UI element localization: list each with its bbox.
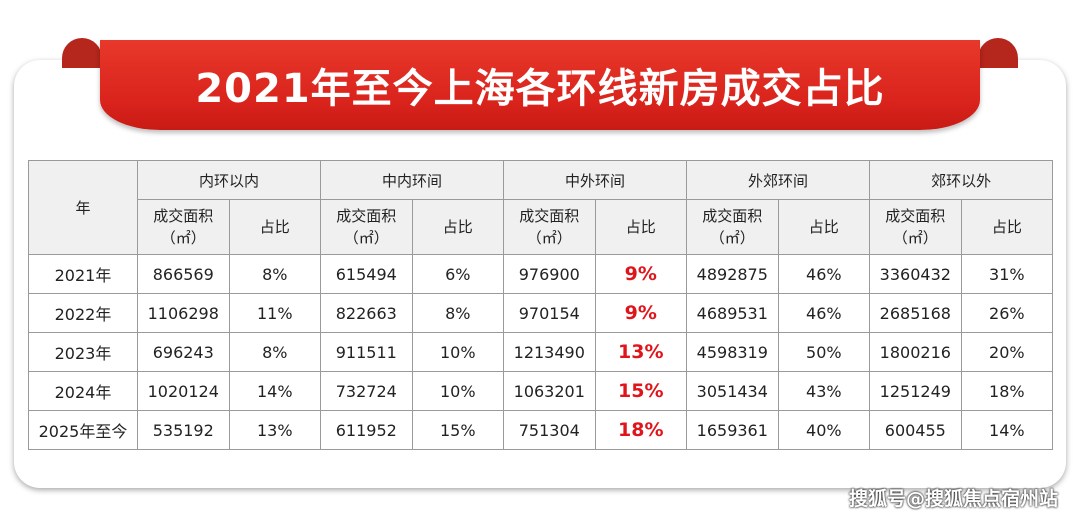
banner-curl-left — [62, 38, 102, 68]
group-header: 外郊环间 — [686, 160, 871, 200]
area-cell: 1251249 — [869, 371, 962, 411]
page-title: 2021年至今上海各环线新房成交占比 — [195, 66, 885, 112]
table-row: 2021年 866569 8% 615494 6% 976900 9% 4892875 46% 3… — [28, 254, 1054, 294]
area-unit: （㎡） — [526, 229, 572, 247]
area-cell: 970154 — [503, 293, 596, 333]
share-cell: 43% — [777, 371, 871, 411]
share-cell: 8% — [228, 254, 322, 294]
share-cell: 18% — [960, 371, 1054, 411]
group-header: 内环以内 — [136, 160, 322, 200]
year-cell: 2023年 — [28, 332, 138, 372]
area-cell: 615494 — [320, 254, 413, 294]
share-cell: 40% — [777, 410, 871, 450]
area-cell: 976900 — [503, 254, 596, 294]
area-cell: 3360432 — [869, 254, 962, 294]
area-cell: 1213490 — [503, 332, 596, 372]
share-cell: 8% — [411, 293, 505, 333]
area-cell: 866569 — [137, 254, 230, 294]
area-label: 成交面积 — [336, 207, 397, 225]
share-cell: 15% — [594, 371, 688, 411]
share-cell: 18% — [594, 410, 688, 450]
area-cell: 3051434 — [686, 371, 779, 411]
group-header: 中内环间 — [320, 160, 505, 200]
area-cell: 600455 — [869, 410, 962, 450]
banner-curl-right — [978, 38, 1018, 68]
share-cell: 6% — [411, 254, 505, 294]
area-cell: 4689531 — [686, 293, 779, 333]
area-label: 成交面积 — [885, 207, 946, 225]
share-cell: 46% — [777, 254, 871, 294]
share-cell: 46% — [777, 293, 871, 333]
share-cell: 20% — [960, 332, 1054, 372]
area-unit: （㎡） — [160, 229, 206, 247]
share-header: 占比 — [228, 199, 322, 255]
area-cell: 4892875 — [686, 254, 779, 294]
share-cell: 8% — [228, 332, 322, 372]
group-header: 郊环以外 — [869, 160, 1054, 200]
area-cell: 1659361 — [686, 410, 779, 450]
share-cell: 9% — [594, 254, 688, 294]
area-cell: 1106298 — [137, 293, 230, 333]
area-header: 成交面积 （㎡） — [320, 199, 413, 255]
area-cell: 822663 — [320, 293, 413, 333]
share-cell: 10% — [411, 332, 505, 372]
table-row: 2022年 1106298 11% 822663 8% 970154 9% 4689531 46… — [28, 293, 1054, 333]
ring-road-sales-table: 年内环以内 中内环间 中外环间 外郊环间 郊环以外 成交面积 （㎡） 占比 成交面积 （㎡） 占比成… — [28, 160, 1054, 450]
area-cell: 535192 — [137, 410, 230, 450]
area-cell: 1063201 — [503, 371, 596, 411]
table-row: 2024年 1020124 14% 732724 10% 1063201 15% 305143… — [28, 371, 1054, 411]
share-cell: 14% — [228, 371, 322, 411]
year-cell: 2024年 — [28, 371, 138, 411]
year-header: 年 — [28, 160, 138, 255]
area-cell: 1800216 — [869, 332, 962, 372]
share-cell: 14% — [960, 410, 1054, 450]
table-row: 2025年至今 535192 13% 611952 15% 751304 18% 165936… — [28, 410, 1054, 450]
share-cell: 11% — [228, 293, 322, 333]
area-header: 成交面积 （㎡） — [686, 199, 779, 255]
title-banner: 2021年至今上海各环线新房成交占比 — [100, 40, 980, 130]
share-cell: 10% — [411, 371, 505, 411]
area-cell: 4598319 — [686, 332, 779, 372]
area-label: 成交面积 — [519, 207, 580, 225]
area-unit: （㎡） — [709, 229, 755, 247]
year-cell: 2022年 — [28, 293, 138, 333]
area-label: 成交面积 — [153, 207, 214, 225]
share-header: 占比 — [777, 199, 871, 255]
share-cell: 50% — [777, 332, 871, 372]
area-header: 成交面积 （㎡） — [137, 199, 230, 255]
area-cell: 751304 — [503, 410, 596, 450]
share-cell: 31% — [960, 254, 1054, 294]
area-header: 成交面积 （㎡） — [869, 199, 962, 255]
share-header: 占比 — [960, 199, 1054, 255]
share-cell: 13% — [228, 410, 322, 450]
year-cell: 2025年至今 — [28, 410, 138, 450]
share-cell: 9% — [594, 293, 688, 333]
area-unit: （㎡） — [892, 229, 938, 247]
group-header: 中外环间 — [503, 160, 688, 200]
share-header: 占比 — [594, 199, 688, 255]
year-cell: 2021年 — [28, 254, 138, 294]
area-cell: 1020124 — [137, 371, 230, 411]
share-header: 占比 — [411, 199, 505, 255]
area-cell: 911511 — [320, 332, 413, 372]
area-cell: 732724 — [320, 371, 413, 411]
area-cell: 611952 — [320, 410, 413, 450]
table-row: 2023年 696243 8% 911511 10% 1213490 13% 4598319 5… — [28, 332, 1054, 372]
area-cell: 696243 — [137, 332, 230, 372]
area-header: 成交面积 （㎡） — [503, 199, 596, 255]
area-label: 成交面积 — [702, 207, 763, 225]
share-cell: 13% — [594, 332, 688, 372]
share-cell: 15% — [411, 410, 505, 450]
area-unit: （㎡） — [343, 229, 389, 247]
share-cell: 26% — [960, 293, 1054, 333]
area-cell: 2685168 — [869, 293, 962, 333]
watermark: 搜狐号@搜狐焦点宿州站 — [848, 488, 1058, 510]
